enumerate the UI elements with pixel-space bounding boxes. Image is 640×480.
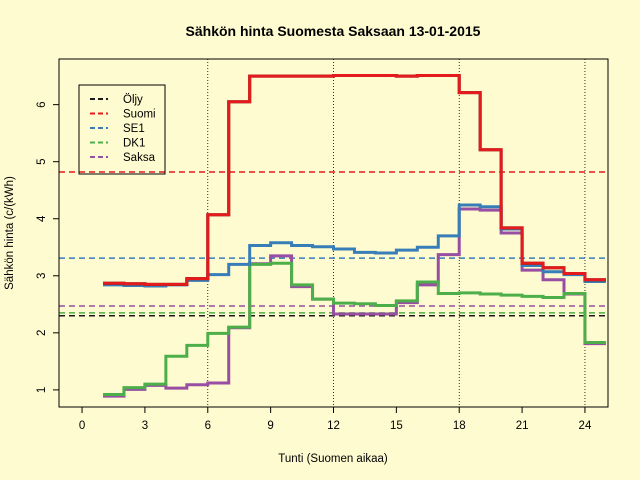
y-tick-label: 4 — [36, 215, 48, 222]
series-line — [103, 203, 606, 288]
x-tick-label: 18 — [453, 420, 466, 432]
legend-label: Öljy — [123, 94, 143, 106]
chart-title: Sähkön hinta Suomesta Saksaan 13-01-2015 — [186, 23, 481, 39]
x-tick-label: 9 — [267, 420, 273, 432]
legend-label: SE1 — [123, 123, 145, 135]
mean-lines — [59, 171, 608, 317]
y-axis-label: Sähkön hinta (c/(kWh) — [4, 176, 16, 290]
x-axis-label: Tunti (Suomen aikaa) — [278, 453, 388, 465]
legend-label: Saksa — [123, 152, 156, 164]
y-tick-label: 3 — [36, 273, 48, 279]
legend: Öljy Suomi SE1 DK1 Saksa — [78, 84, 166, 175]
legend-box — [78, 84, 166, 175]
x-tick-label: 0 — [79, 420, 85, 432]
y-axis: 1 2 3 4 5 6 — [36, 101, 60, 393]
legend-label: Suomi — [123, 109, 156, 121]
x-axis: 0 3 6 9 12 15 18 21 24 — [79, 406, 592, 432]
x-tick-label: 6 — [205, 420, 211, 432]
legend-label: DK1 — [123, 138, 145, 150]
series-line — [103, 261, 606, 396]
y-tick-label: 5 — [36, 158, 48, 164]
x-tick-label: 15 — [390, 420, 403, 432]
x-tick-label: 21 — [516, 420, 529, 432]
y-tick-label: 6 — [36, 101, 48, 107]
x-tick-label: 12 — [327, 420, 340, 432]
y-tick-label: 1 — [36, 387, 48, 393]
y-tick-label: 2 — [36, 330, 48, 336]
x-tick-label: 24 — [579, 420, 592, 432]
x-tick-label: 3 — [142, 420, 148, 432]
series-line — [103, 74, 606, 286]
series-lines — [103, 74, 606, 398]
